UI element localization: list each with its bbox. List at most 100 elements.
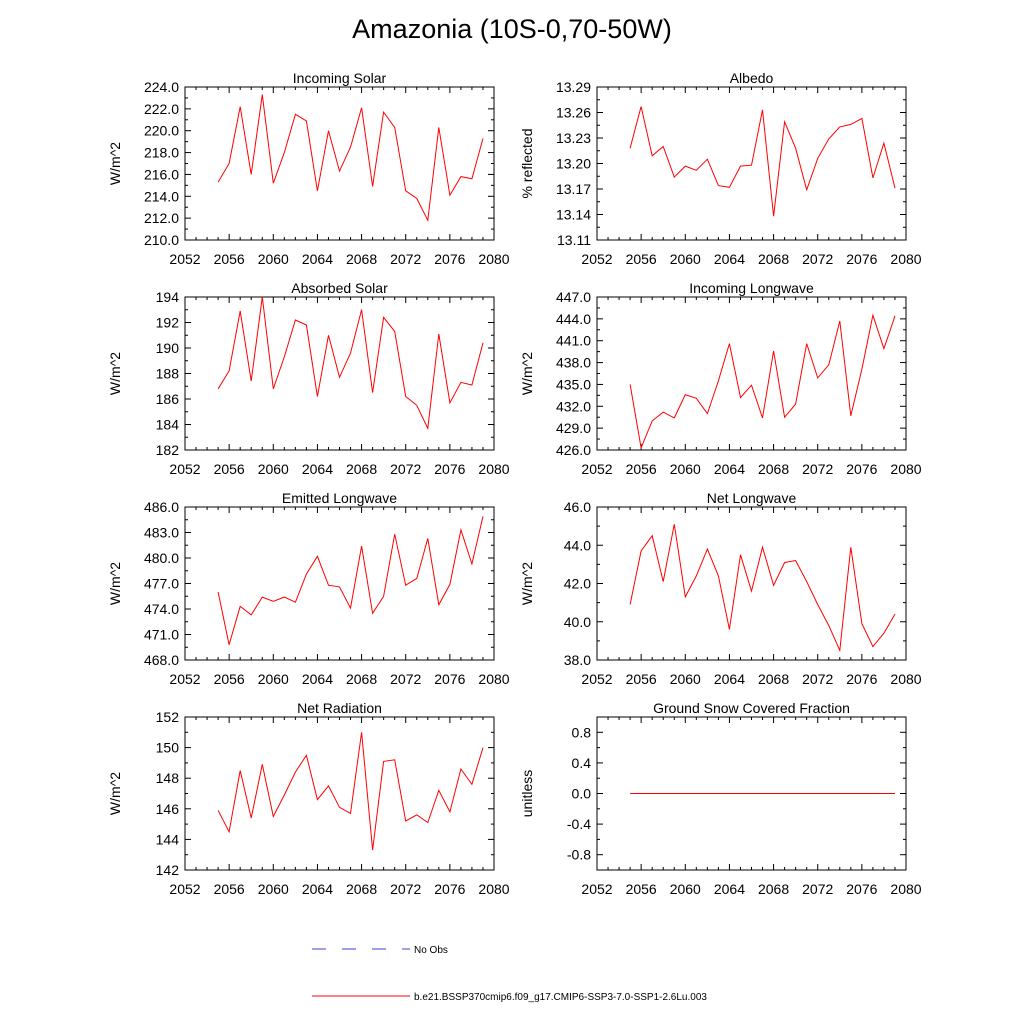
y-tick-label: 146: [156, 801, 180, 817]
y-tick-label: 13.26: [556, 105, 591, 121]
x-tick-label: 2052: [169, 671, 200, 687]
y-tick-label: 13.14: [556, 207, 591, 223]
x-tick-label: 2072: [802, 881, 833, 897]
y-tick-label: 218.0: [144, 145, 179, 161]
x-tick-label: 2064: [714, 671, 745, 687]
legend-model-label: b.e21.BSSP370cmip6.f09_g17.CMIP6-SSP3-7.…: [414, 992, 707, 1003]
x-tick-label: 2052: [581, 671, 612, 687]
x-tick-label: 2056: [214, 671, 245, 687]
y-tick-label: 144: [156, 831, 180, 847]
x-tick-label: 2060: [670, 251, 701, 267]
y-axis-label: W/m^2: [107, 352, 123, 395]
x-tick-label: 2076: [846, 461, 877, 477]
x-tick-label: 2060: [258, 881, 289, 897]
chart-panel-2: Absorbed Solar W/m^2 2052 2056 2060 2064 2068 2…: [107, 280, 510, 477]
y-tick-label: 0.8: [572, 724, 592, 740]
x-tick-label: 2080: [478, 881, 509, 897]
y-tick-label: 210.0: [144, 232, 179, 248]
chart-panel-4: Emitted Longwave W/m^2 2052 2056 2060 2064 206…: [107, 490, 510, 687]
plot-frame: [596, 506, 907, 661]
x-tick-label: 2072: [390, 461, 421, 477]
x-tick-label: 2060: [670, 881, 701, 897]
x-tick-label: 2076: [434, 251, 465, 267]
chart-panel-1: Albedo % reflected 2052 2056 2060 2064 2068 207…: [519, 70, 922, 267]
x-tick-label: 2068: [758, 671, 789, 687]
plot-frame: [184, 296, 495, 451]
x-tick-label: 2060: [258, 251, 289, 267]
x-tick-label: 2080: [890, 671, 921, 687]
series-line: [629, 524, 896, 653]
x-tick-label: 2064: [302, 881, 333, 897]
plot-frame: [184, 716, 495, 871]
x-tick-label: 2056: [214, 881, 245, 897]
x-tick-label: 2068: [346, 461, 377, 477]
y-tick-label: 192: [156, 315, 180, 331]
x-tick-label: 2056: [626, 251, 657, 267]
x-tick-label: 2056: [214, 251, 245, 267]
chart-panel-6: Net Radiation W/m^2 2052 2056 2060 2064 2068 20…: [107, 700, 510, 897]
x-tick-label: 2060: [258, 461, 289, 477]
x-tick-label: 2068: [758, 251, 789, 267]
x-tick-label: 2080: [890, 251, 921, 267]
y-tick-label: 477.0: [144, 576, 179, 592]
y-tick-label: 188: [156, 366, 180, 382]
y-tick-label: 13.17: [556, 181, 591, 197]
x-tick-label: 2072: [802, 461, 833, 477]
series-line: [629, 313, 896, 450]
y-tick-label: 13.20: [556, 156, 591, 172]
x-tick-label: 2056: [626, 671, 657, 687]
chart-title: Absorbed Solar: [291, 280, 388, 296]
y-tick-label: 480.0: [144, 550, 179, 566]
y-tick-label: -0.8: [567, 847, 591, 863]
y-tick-label: 46.0: [564, 499, 591, 515]
x-tick-label: 2056: [626, 461, 657, 477]
y-tick-label: 38.0: [564, 652, 591, 668]
y-tick-label: 220.0: [144, 123, 179, 139]
x-tick-label: 2076: [434, 671, 465, 687]
x-tick-label: 2052: [169, 251, 200, 267]
chart-title: Emitted Longwave: [282, 490, 397, 506]
chart-title: Net Longwave: [707, 490, 797, 506]
series-line: [217, 94, 484, 223]
y-tick-label: 44.0: [564, 537, 591, 553]
y-tick-label: 438.0: [556, 355, 591, 371]
x-tick-label: 2064: [302, 671, 333, 687]
y-tick-label: 13.23: [556, 130, 591, 146]
x-tick-label: 2068: [758, 881, 789, 897]
y-tick-label: 182: [156, 442, 180, 458]
x-tick-label: 2076: [434, 461, 465, 477]
y-tick-label: 194: [156, 289, 180, 305]
plot-frame: [596, 296, 907, 451]
x-tick-label: 2064: [714, 461, 745, 477]
chart-title: Albedo: [730, 70, 774, 86]
y-tick-label: 429.0: [556, 420, 591, 436]
x-tick-label: 2072: [390, 671, 421, 687]
x-tick-label: 2052: [169, 881, 200, 897]
y-tick-label: 40.0: [564, 614, 591, 630]
y-tick-label: 148: [156, 770, 180, 786]
series-line: [217, 732, 484, 851]
y-tick-label: -0.4: [567, 816, 591, 832]
y-tick-label: 474.0: [144, 601, 179, 617]
y-tick-label: 216.0: [144, 166, 179, 182]
y-tick-label: 13.11: [557, 232, 591, 248]
y-tick-label: 224.0: [144, 79, 179, 95]
chart-title: Incoming Solar: [293, 70, 387, 86]
chart-title: Incoming Longwave: [689, 280, 814, 296]
y-tick-label: 186: [156, 391, 180, 407]
y-tick-label: 447.0: [556, 289, 591, 305]
y-tick-label: 152: [156, 709, 180, 725]
y-tick-label: 42.0: [564, 576, 591, 592]
x-tick-label: 2080: [890, 881, 921, 897]
y-axis-label: W/m^2: [107, 772, 123, 815]
chart-title: Net Radiation: [297, 700, 382, 716]
x-tick-label: 2064: [302, 461, 333, 477]
y-tick-label: 0.0: [572, 786, 592, 802]
legend: No Obs b.e21.BSSP370cmip6.f09_g17.CMIP6-S…: [312, 945, 707, 1003]
y-tick-label: 483.0: [144, 525, 179, 541]
plot-frame: [184, 86, 495, 241]
y-tick-label: 150: [156, 740, 180, 756]
chart-title: Ground Snow Covered Fraction: [653, 700, 850, 716]
x-tick-label: 2072: [390, 881, 421, 897]
